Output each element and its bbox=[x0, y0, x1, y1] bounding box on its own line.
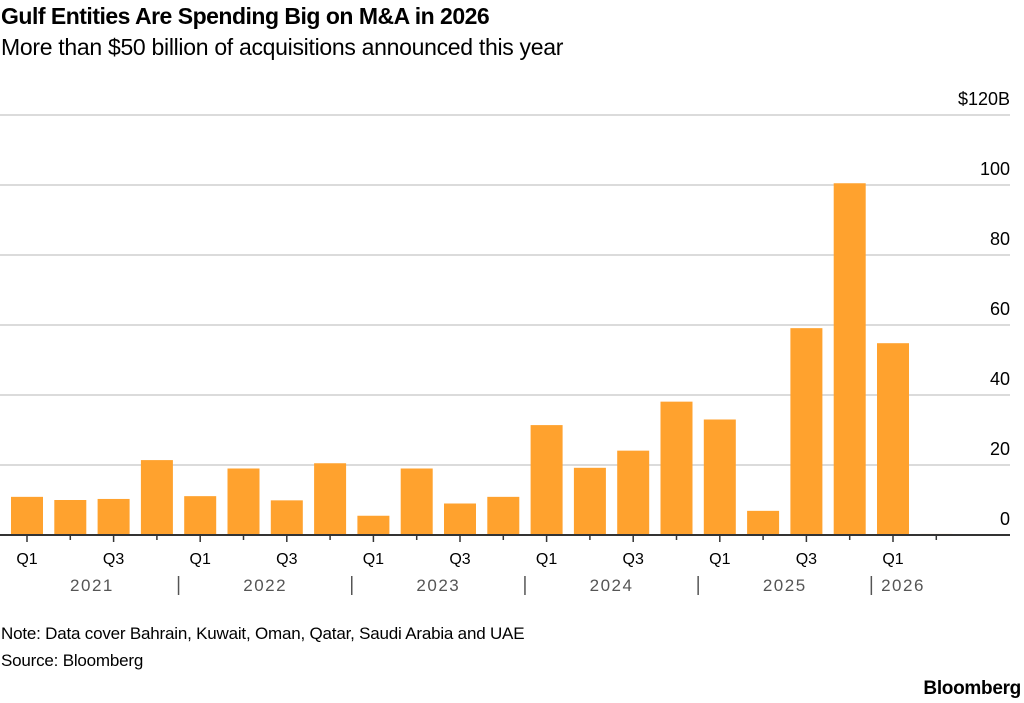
bar bbox=[54, 500, 87, 535]
bar bbox=[747, 510, 780, 535]
x-tick-label: Q1 bbox=[709, 551, 730, 568]
chart-source: Source: Bloomberg bbox=[1, 651, 144, 670]
y-tick-label: 0 bbox=[1000, 509, 1010, 529]
chart-note: Note: Data cover Bahrain, Kuwait, Oman, … bbox=[1, 624, 525, 643]
y-tick-label: 80 bbox=[990, 229, 1010, 249]
year-label: 2022 bbox=[243, 576, 287, 595]
bar bbox=[184, 496, 217, 535]
y-tick-label: 20 bbox=[990, 439, 1010, 459]
bar bbox=[790, 328, 823, 535]
x-tick-label: Q1 bbox=[16, 551, 37, 568]
y-axis-labels: 0 20 40 60 80 100 $120B bbox=[958, 89, 1010, 529]
year-label: 2021 bbox=[70, 576, 114, 595]
bar bbox=[11, 496, 43, 535]
y-tick-label: 100 bbox=[980, 159, 1010, 179]
x-tick-label: Q3 bbox=[796, 551, 817, 568]
bar bbox=[617, 450, 650, 535]
bar bbox=[530, 425, 563, 535]
x-tick-label: Q1 bbox=[536, 551, 557, 568]
year-label: 2026 bbox=[881, 576, 925, 595]
year-label: 2023 bbox=[416, 576, 460, 595]
bar bbox=[97, 498, 130, 535]
year-label: 2024 bbox=[590, 576, 634, 595]
bar bbox=[703, 419, 736, 535]
bar bbox=[444, 503, 476, 535]
x-tick-label: Q1 bbox=[882, 551, 903, 568]
bar bbox=[314, 463, 347, 535]
bar bbox=[833, 183, 866, 535]
bar bbox=[573, 467, 606, 535]
bloomberg-logo: Bloomberg bbox=[923, 678, 1021, 699]
y-tick-label: 40 bbox=[990, 369, 1010, 389]
x-axis: Q1 Q3 Q1 Q3 Q1 Q3 Q1 Q3 Q1 Q3 Q1 2021 2022 2023 2024 20… bbox=[0, 534, 1010, 595]
x-tick-label: Q3 bbox=[276, 551, 297, 568]
bar bbox=[660, 401, 693, 535]
bar bbox=[400, 468, 433, 535]
y-tick-label: $120B bbox=[958, 89, 1010, 109]
chart-subtitle: More than $50 billion of acquisitions an… bbox=[1, 34, 564, 60]
bar bbox=[877, 343, 909, 535]
x-tick-label: Q1 bbox=[190, 551, 211, 568]
bar bbox=[487, 496, 520, 535]
bar bbox=[140, 460, 173, 535]
bar bbox=[270, 500, 303, 535]
chart-title: Gulf Entities Are Spending Big on M&A in… bbox=[1, 3, 490, 29]
x-tick-label: Q1 bbox=[363, 551, 384, 568]
bar bbox=[227, 468, 260, 535]
x-tick-label: Q3 bbox=[449, 551, 470, 568]
bar bbox=[357, 515, 390, 535]
bars bbox=[11, 183, 953, 535]
y-tick-label: 60 bbox=[990, 299, 1010, 319]
x-tick-label: Q3 bbox=[623, 551, 644, 568]
x-tick-label: Q3 bbox=[103, 551, 124, 568]
year-label: 2025 bbox=[763, 576, 807, 595]
